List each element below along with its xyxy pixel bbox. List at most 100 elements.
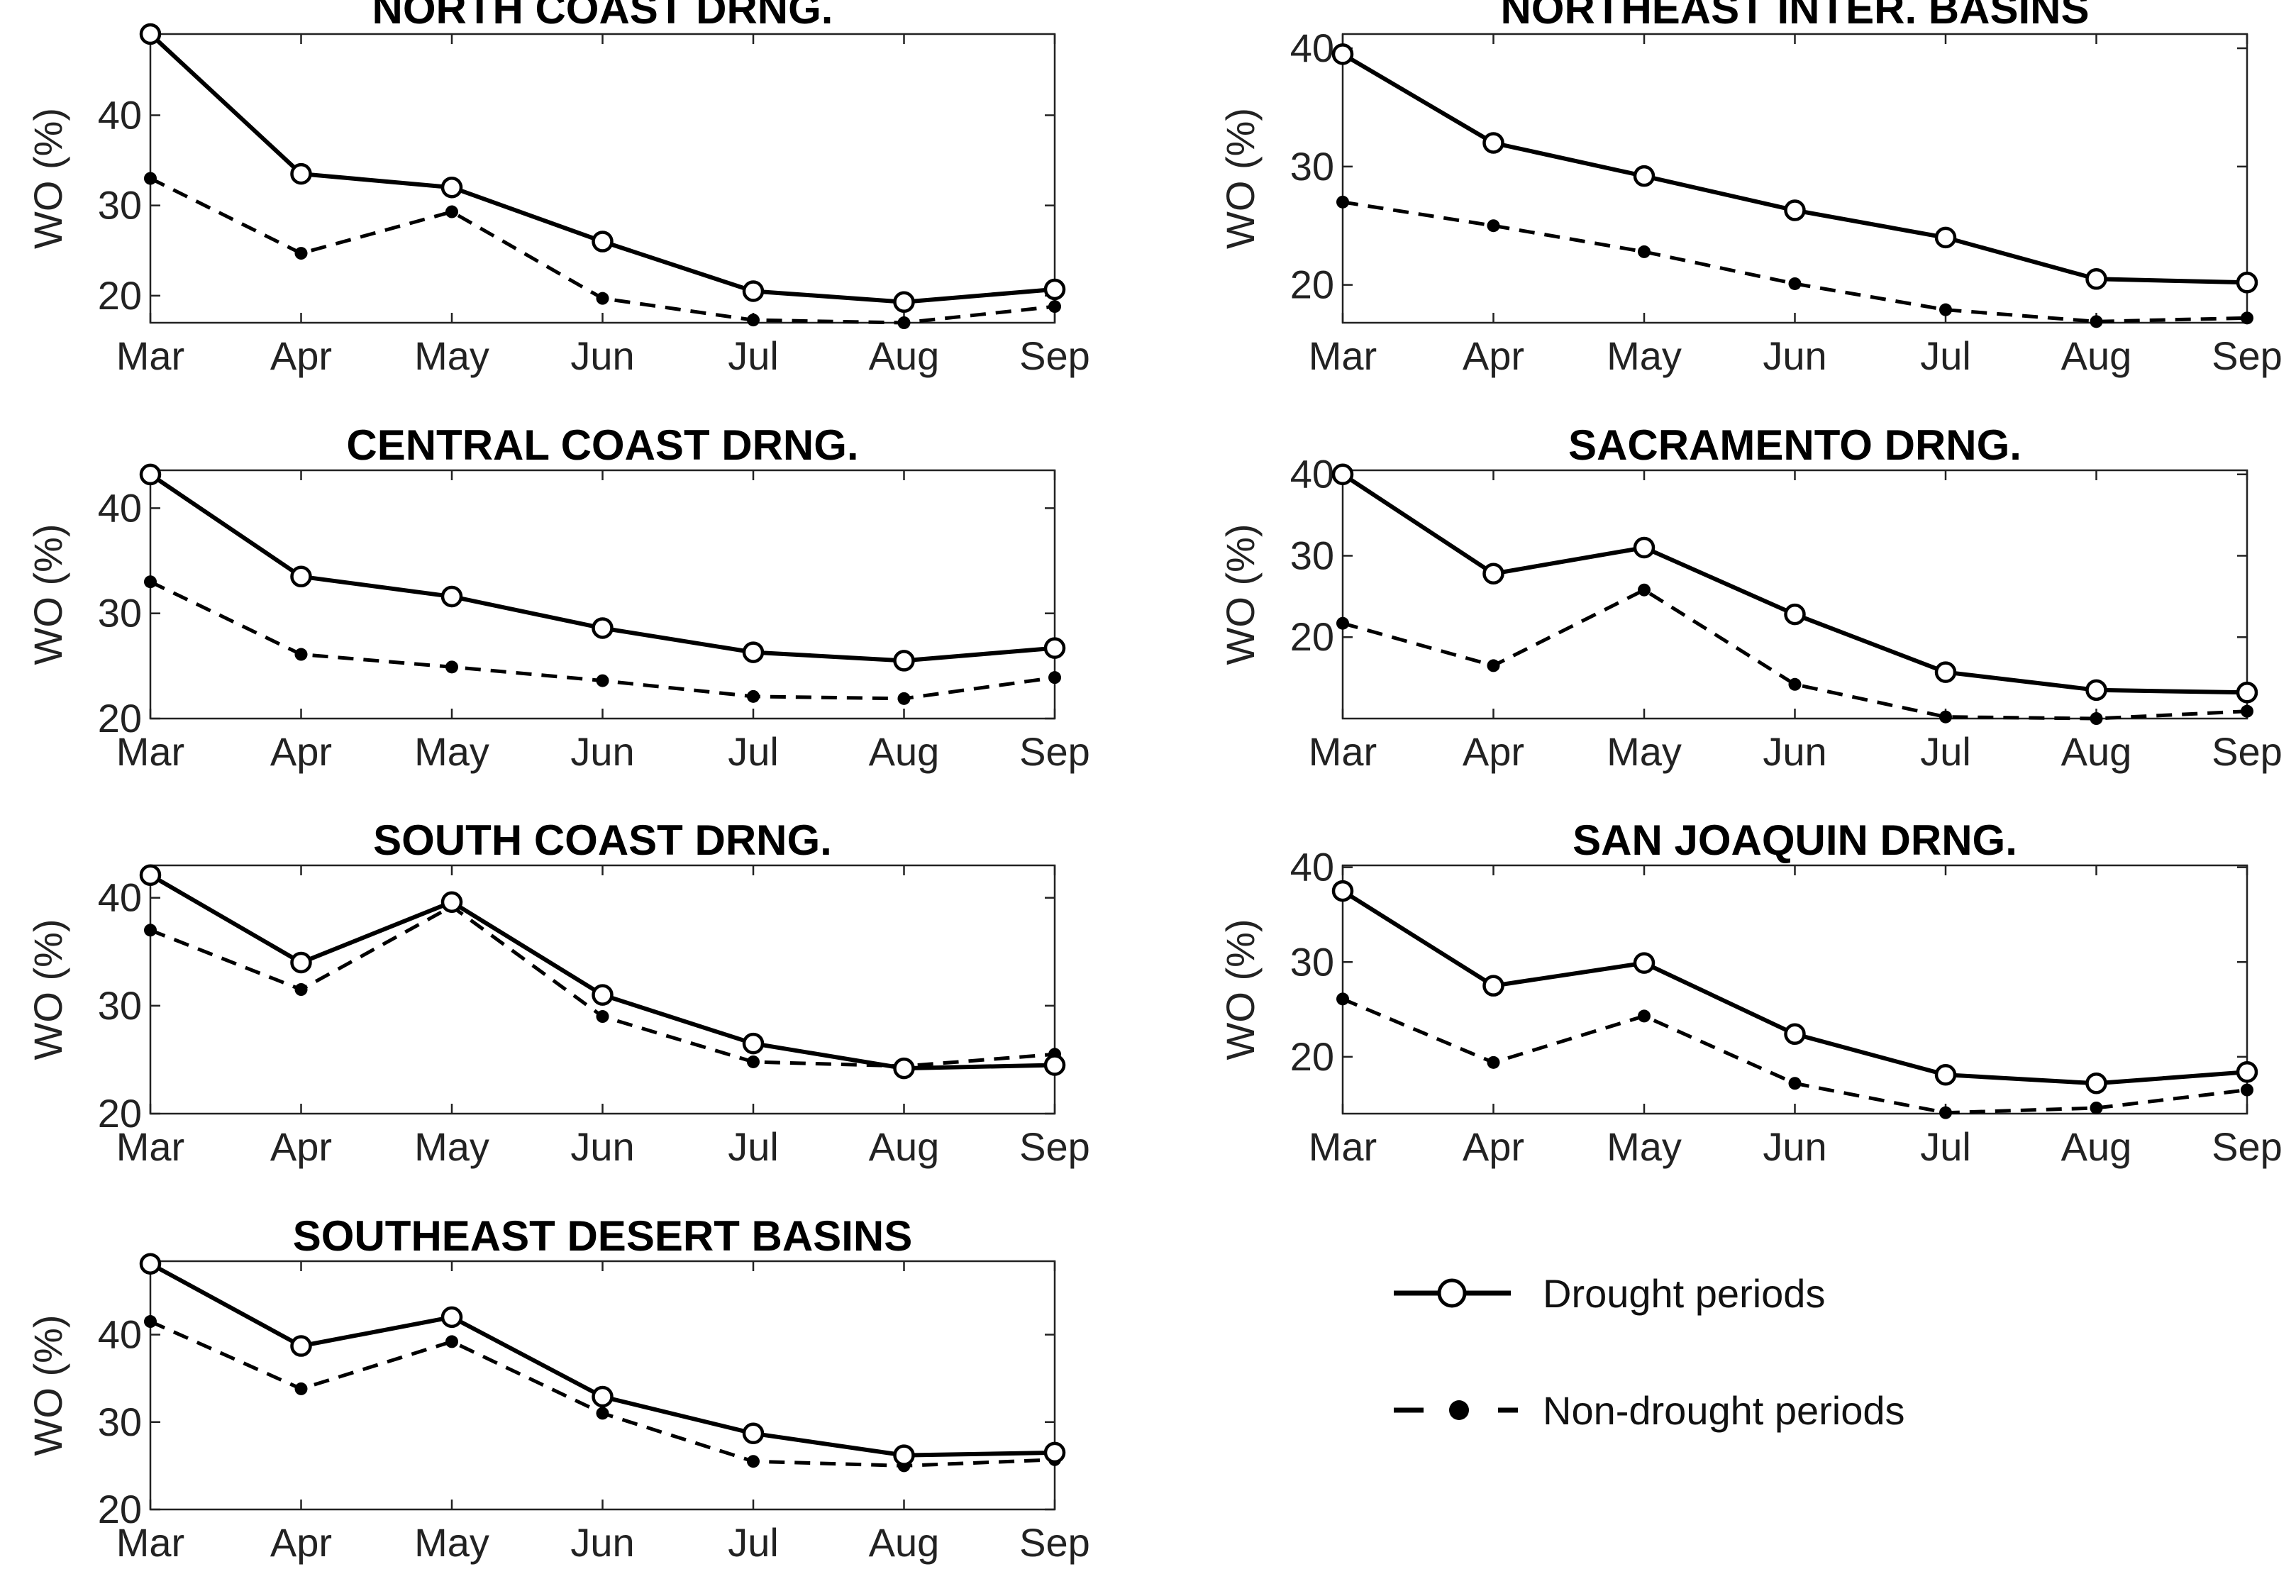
y-tick-label: 40 (1290, 845, 1334, 890)
drought-series-line (1341, 52, 2248, 285)
y-tick-label: 30 (98, 1400, 142, 1444)
non-drought-point (1487, 1055, 1500, 1069)
y-tick-label: 30 (1290, 939, 1334, 984)
non-drought-point (445, 660, 458, 674)
y-tick-label: 40 (98, 485, 142, 530)
y-tick-label: 20 (1290, 1034, 1334, 1079)
x-tick-label: May (414, 333, 489, 378)
non-drought-point (294, 1382, 308, 1395)
non-drought-point (445, 1335, 458, 1348)
panel-title: SOUTH COAST DRNG. (373, 816, 832, 864)
drought-point (1043, 1441, 1066, 1464)
drought-point (1482, 975, 1504, 997)
drought-point (1482, 563, 1504, 584)
drought-point (592, 984, 614, 1006)
non-drought-point (1336, 992, 1349, 1006)
legend: Drought periods Non-drought periods (1394, 1271, 1905, 1433)
y-tick-label: 30 (98, 983, 142, 1028)
non-drought-point (1788, 1077, 1802, 1090)
x-tick-label: Jul (728, 333, 779, 378)
x-tick-label: Sep (1019, 1520, 1090, 1565)
y-axis-label: WO (%) (26, 919, 70, 1060)
x-tick-label: Mar (116, 1520, 184, 1565)
non-drought-point (1939, 710, 1952, 724)
drought-point (1331, 880, 1354, 902)
panels: NORTH COAST DRNG. 20 30 40 Mar Apr May Jun Jul Au… (26, 0, 2283, 1565)
non-drought-point (596, 1407, 609, 1420)
drought-point (440, 176, 463, 199)
non-drought-point (2241, 311, 2253, 325)
x-tick-label: Jun (570, 729, 634, 774)
y-tick-label: 20 (98, 273, 142, 318)
non-drought-point (1487, 219, 1500, 233)
y-tick-label: 40 (1290, 26, 1334, 70)
drought-point (1043, 278, 1066, 301)
non-drought-point (1788, 277, 1802, 290)
drought-point (290, 565, 312, 588)
drought-point (139, 463, 162, 486)
non-drought-point (1939, 1106, 1952, 1119)
x-tick-label: Aug (869, 729, 940, 774)
axes-frame (149, 1260, 1056, 1511)
x-tick-label: May (414, 729, 489, 774)
x-tick-label: Jul (1920, 1124, 1971, 1169)
non-drought-point (2090, 712, 2103, 725)
chart-panel-7: SOUTHEAST DESERT BASINS 20 30 40 Mar Apr May Ju… (26, 1212, 1090, 1565)
non-drought-point (1939, 303, 1952, 316)
x-tick-label: May (1607, 1124, 1682, 1169)
x-tick-label: Jun (570, 1124, 634, 1169)
non-drought-point (596, 292, 609, 305)
non-drought-point (1638, 583, 1651, 597)
y-tick-label: 40 (98, 1312, 142, 1357)
non-drought-point (2241, 704, 2253, 718)
x-tick-label: Aug (2061, 333, 2132, 378)
x-tick-label: Mar (116, 729, 184, 774)
non-drought-point (294, 983, 308, 996)
y-axis-label: WO (%) (1218, 108, 1263, 249)
drought-point (139, 1253, 162, 1275)
x-tick-label: Apr (270, 333, 332, 378)
x-tick-label: Aug (2061, 1124, 2132, 1169)
y-axis-label: WO (%) (1218, 919, 1263, 1060)
y-tick-label: 40 (98, 875, 142, 920)
x-tick-label: Jun (1763, 1124, 1826, 1169)
legend-non-drought-marker (1449, 1400, 1469, 1420)
x-tick-label: Jul (1920, 333, 1971, 378)
non-drought-point (747, 1455, 760, 1468)
drought-point (1633, 536, 1656, 559)
drought-point (2236, 682, 2258, 704)
x-tick-label: May (414, 1124, 489, 1169)
x-tick-label: Jun (570, 1520, 634, 1565)
drought-point (742, 1032, 765, 1055)
x-tick-label: Apr (1463, 729, 1524, 774)
x-tick-label: Sep (2212, 333, 2283, 378)
x-tick-label: May (414, 1520, 489, 1565)
legend-drought-label: Drought periods (1543, 1271, 1825, 1316)
drought-point (1934, 1063, 1957, 1086)
axes-frame (149, 33, 1056, 324)
drought-point (2236, 272, 2258, 294)
y-tick-label: 40 (98, 92, 142, 137)
non-drought-point (747, 689, 760, 703)
x-tick-label: Jun (1763, 333, 1826, 378)
x-tick-label: Jul (728, 1124, 779, 1169)
x-tick-label: Apr (270, 1124, 332, 1169)
drought-point (893, 1444, 915, 1466)
non-drought-point (2090, 315, 2103, 328)
x-tick-label: Sep (1019, 729, 1090, 774)
non-drought-point (897, 316, 911, 329)
y-axis-label: WO (%) (26, 523, 70, 665)
drought-point (1784, 1023, 1806, 1046)
non-drought-point (144, 1315, 157, 1329)
drought-point (440, 1306, 463, 1329)
x-tick-label: Mar (1309, 729, 1377, 774)
non-drought-point (445, 205, 458, 218)
x-tick-label: May (1607, 729, 1682, 774)
x-tick-label: Aug (2061, 729, 2132, 774)
drought-point (592, 1385, 614, 1408)
x-tick-label: Aug (869, 333, 940, 378)
y-axis-label: WO (%) (26, 108, 70, 249)
y-tick-label: 20 (98, 1487, 142, 1531)
panel-title: SOUTHEAST DESERT BASINS (293, 1212, 912, 1260)
drought-point (139, 23, 162, 45)
